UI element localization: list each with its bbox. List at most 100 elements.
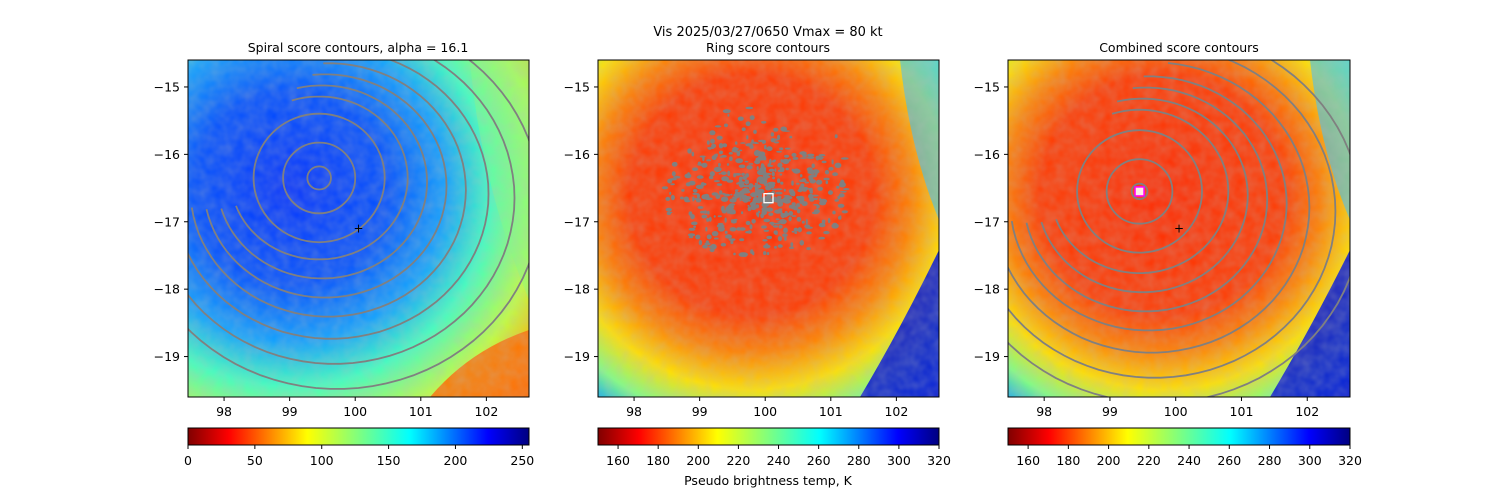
score-contour	[1025, 86, 1269, 313]
ring-contour-blob	[766, 146, 773, 152]
ring-contour-blob	[754, 150, 758, 153]
y-tick-label: −17	[564, 214, 590, 229]
ring-contour-blob	[692, 167, 699, 171]
ring-contour-blob	[680, 196, 684, 200]
ring-contour-blob	[713, 166, 722, 172]
ring-contour-blob	[754, 182, 758, 185]
ring-contour-blob	[777, 162, 783, 168]
ring-contour-blob	[692, 189, 698, 193]
ring-contour-blob	[665, 196, 671, 201]
ring-contour-blob	[716, 183, 723, 187]
ring-contour-blob	[738, 164, 746, 169]
ring-contour-blob	[728, 238, 736, 242]
ring-contour-blob	[748, 163, 754, 165]
colorbar-tick-label: 100	[310, 453, 334, 468]
ring-contour-blob	[784, 154, 790, 158]
ring-contour-blob	[753, 200, 757, 203]
colorbar-spiral-ticks: 0 50 100 150 200 250	[184, 445, 534, 468]
ring-contour-blob	[819, 201, 827, 206]
ring-contour-blob	[734, 173, 742, 176]
ring-contour-blob	[698, 239, 703, 246]
panel-combined-title: Combined score contours	[1099, 40, 1259, 55]
ring-contour-blob	[775, 209, 783, 213]
ring-contour-blob	[739, 238, 745, 242]
ring-contour-blob	[733, 252, 736, 256]
score-contour	[1008, 60, 1337, 379]
ring-contour-blob	[722, 193, 727, 196]
ring-contour-blob	[792, 156, 799, 160]
ring-contour-blob	[777, 169, 783, 173]
ring-contour-blob	[767, 163, 771, 167]
y-tick-label: −19	[154, 349, 180, 364]
ring-contour-blob	[754, 159, 761, 165]
ring-contour-blob	[695, 184, 704, 190]
ring-contour-blob	[824, 170, 830, 175]
ring-contour-blob	[778, 224, 783, 229]
ring-contour-blob	[831, 223, 839, 229]
ring-contour-blob	[720, 242, 727, 247]
ring-contour-blob	[818, 222, 826, 228]
ring-contour-blob	[774, 141, 779, 144]
ring-contour-blob	[734, 189, 739, 192]
ring-contour-blob	[779, 219, 787, 225]
ring-contour-blob	[750, 141, 758, 144]
ring-contour-blob	[756, 151, 760, 154]
ring-contour-blob	[780, 181, 784, 185]
ring-contour-blob	[785, 167, 789, 171]
colorbar-tick-label: 150	[377, 453, 401, 468]
ring-contour-blob	[810, 174, 818, 178]
ring-contour-blob	[782, 130, 791, 132]
ring-contour-blob	[777, 244, 783, 248]
x-tick-label: 98	[1036, 404, 1052, 419]
ring-contour-blob	[842, 188, 850, 191]
ring-contour-blob	[744, 179, 750, 185]
panel-combined-axes: 98 99 100 101 102 −15 −16 −17 −18 −19	[974, 79, 1320, 419]
ring-contour-blob	[764, 144, 767, 150]
ring-contour-blob	[837, 195, 841, 200]
ring-contour-blob	[722, 109, 731, 114]
colorbar-label: Pseudo brightness temp, K	[684, 473, 853, 488]
y-tick-label: −19	[564, 349, 590, 364]
ring-contour-blob	[706, 234, 712, 240]
ring-contour-blob	[746, 135, 749, 140]
ring-contour-blob	[709, 130, 716, 136]
ring-contour-blob	[688, 211, 693, 216]
ring-contour-blob	[765, 243, 769, 247]
ring-contour-blob	[715, 194, 721, 200]
ring-contour-blob	[745, 106, 754, 110]
ring-contour-blob	[748, 185, 752, 190]
score-contour	[1010, 75, 1288, 332]
ring-contour-blob	[807, 153, 815, 157]
ring-contour-blob	[767, 181, 776, 185]
y-tick-label: −18	[154, 282, 180, 297]
score-contour	[306, 165, 332, 191]
ring-contour-blob	[758, 178, 764, 184]
colorbar-tick-label: 0	[184, 453, 192, 468]
ring-contour-blob	[766, 199, 772, 203]
ring-contour-blob	[819, 197, 822, 202]
colorbar-tick-label: 160	[606, 453, 630, 468]
ring-contour-blob	[745, 143, 753, 147]
ring-contour-blob	[713, 154, 718, 158]
ring-contour-blob	[806, 156, 815, 159]
ring-contour-blob	[669, 191, 672, 195]
ring-contour-blob	[751, 219, 756, 224]
x-tick-label: 99	[1102, 404, 1118, 419]
ring-contour-blob	[721, 205, 725, 211]
ring-contour-blob	[834, 162, 842, 168]
ring-contour-blob	[771, 188, 777, 191]
ring-contour-blob	[816, 179, 823, 185]
ring-contour-blob	[740, 142, 746, 144]
ring-contour-blob	[791, 180, 794, 186]
ring-contour-blob	[709, 171, 715, 177]
ring-contour-blob	[840, 190, 847, 193]
ring-contour-blob	[706, 140, 710, 145]
colorbar-spiral	[187, 427, 530, 446]
ring-contour-blob	[783, 198, 791, 204]
ring-contour-blob	[752, 251, 755, 256]
ring-contour-blob	[814, 171, 818, 176]
ring-contour-blob	[757, 188, 765, 194]
ring-contour-blob	[788, 158, 791, 162]
ring-contour-blob	[793, 227, 799, 232]
ring-contour-blob	[734, 141, 738, 145]
